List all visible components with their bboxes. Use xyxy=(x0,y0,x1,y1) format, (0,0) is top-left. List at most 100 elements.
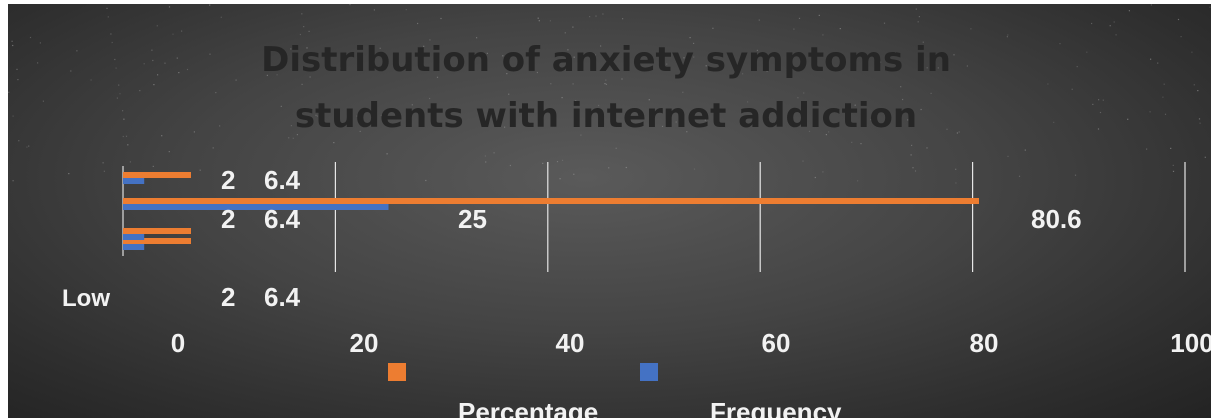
speckle-dot xyxy=(642,60,644,62)
speckle-dot xyxy=(920,108,922,111)
speckle-dot xyxy=(598,104,600,107)
bar-percentage-2 xyxy=(123,228,191,234)
speckle-dot xyxy=(1172,170,1175,172)
speckle-dot xyxy=(70,70,72,72)
speckle-dot xyxy=(68,173,70,175)
x-tick-label: 60 xyxy=(762,328,791,358)
speckle-dot xyxy=(129,161,131,163)
speckle-dot xyxy=(285,57,287,59)
speckle-dot xyxy=(860,143,862,145)
data-label: 6.4 xyxy=(264,204,301,234)
speckle-dot xyxy=(683,57,685,59)
speckle-dot xyxy=(1193,84,1195,86)
speckle-dot xyxy=(315,114,317,116)
speckle-dot xyxy=(118,84,120,86)
x-tick-labels: 0 20 40 60 80 100 xyxy=(171,328,1211,358)
speckle-dot xyxy=(39,42,41,44)
speckle-dot xyxy=(605,83,607,85)
speckle-dot xyxy=(834,111,836,113)
speckle-dot xyxy=(125,135,128,137)
speckle-dot xyxy=(18,140,20,142)
speckle-dot xyxy=(1128,10,1130,12)
speckle-dot xyxy=(290,48,292,50)
speckle-dot xyxy=(29,36,32,39)
speckle-dot xyxy=(915,8,917,10)
speckle-dot xyxy=(1074,174,1077,176)
speckle-dot xyxy=(123,118,125,120)
speckle-dot xyxy=(922,41,924,43)
speckle-dot xyxy=(910,154,912,156)
speckle-dot xyxy=(816,68,818,70)
speckle-dot xyxy=(181,30,183,32)
speckle-dot xyxy=(143,63,145,65)
speckle-dot xyxy=(1164,113,1167,115)
speckle-dot xyxy=(1053,121,1055,123)
speckle-dot xyxy=(1204,156,1206,158)
speckle-dot xyxy=(1006,36,1008,38)
speckle-dot xyxy=(1170,147,1172,149)
speckle-dot xyxy=(1086,51,1088,53)
speckle-dot xyxy=(956,132,958,134)
bar-percentage-3 xyxy=(123,238,191,244)
chart-title-line-2: students with internet addiction xyxy=(295,96,917,136)
speckle-dot xyxy=(803,92,805,94)
speckle-dot xyxy=(161,135,163,137)
speckle-dot xyxy=(209,4,211,6)
speckle-dot xyxy=(212,147,214,149)
speckle-dot xyxy=(549,20,551,22)
speckle-dot xyxy=(538,20,540,22)
speckle-dot xyxy=(484,155,486,157)
speckle-dot xyxy=(1071,88,1073,90)
speckle-dot xyxy=(168,6,171,8)
speckle-dot xyxy=(340,67,342,69)
speckle-dot xyxy=(883,22,886,24)
speckle-dot xyxy=(912,167,914,169)
speckle-dot xyxy=(567,49,569,51)
speckle-dot xyxy=(894,52,897,54)
speckle-dot xyxy=(429,39,431,41)
speckle-dot xyxy=(423,45,425,47)
speckle-dot xyxy=(1018,175,1021,177)
speckle-dot xyxy=(411,104,413,106)
speckle-dot xyxy=(1177,18,1180,21)
speckle-dot xyxy=(648,99,650,101)
speckle-dot xyxy=(561,159,564,161)
speckle-dot xyxy=(966,65,968,67)
speckle-dot xyxy=(580,134,582,136)
bars xyxy=(123,172,979,250)
speckle-dot xyxy=(828,131,830,133)
speckle-dot xyxy=(116,97,118,99)
speckle-dot xyxy=(814,176,816,179)
data-label: 6.4 xyxy=(264,165,301,195)
speckle-dot xyxy=(878,109,881,112)
speckle-dot xyxy=(926,147,928,149)
speckle-dot xyxy=(12,44,14,47)
speckle-dot xyxy=(1199,122,1201,124)
speckle-dot xyxy=(156,25,158,27)
chart-frame: Distribution of anxiety symptoms in stud… xyxy=(8,4,1211,418)
speckle-dot xyxy=(573,56,575,58)
speckle-dot xyxy=(103,170,105,172)
speckle-dot xyxy=(918,16,920,18)
speckle-dot xyxy=(573,173,575,175)
speckle-dot xyxy=(926,67,928,69)
speckle-dot xyxy=(17,79,19,81)
speckle-dot xyxy=(854,104,856,106)
bar-frequency-1 xyxy=(123,204,389,210)
chart-title-line-1: Distribution of anxiety symptoms in xyxy=(261,40,951,80)
speckle-dot xyxy=(536,71,538,74)
speckle-dot xyxy=(102,162,104,164)
speckle-dot xyxy=(359,130,361,132)
speckle-dot xyxy=(937,67,939,69)
speckle-dot xyxy=(209,53,211,55)
speckle-dot xyxy=(572,83,574,85)
speckle-dot xyxy=(349,4,351,6)
x-tick-label: 0 xyxy=(171,328,185,358)
speckle-dot xyxy=(1150,58,1152,60)
speckle-dot xyxy=(1163,83,1165,85)
speckle-dot xyxy=(1115,34,1117,36)
speckle-dot xyxy=(1098,99,1100,101)
speckle-dot xyxy=(436,76,439,78)
speckle-dot xyxy=(1076,66,1078,68)
speckle-dot xyxy=(1109,25,1111,27)
